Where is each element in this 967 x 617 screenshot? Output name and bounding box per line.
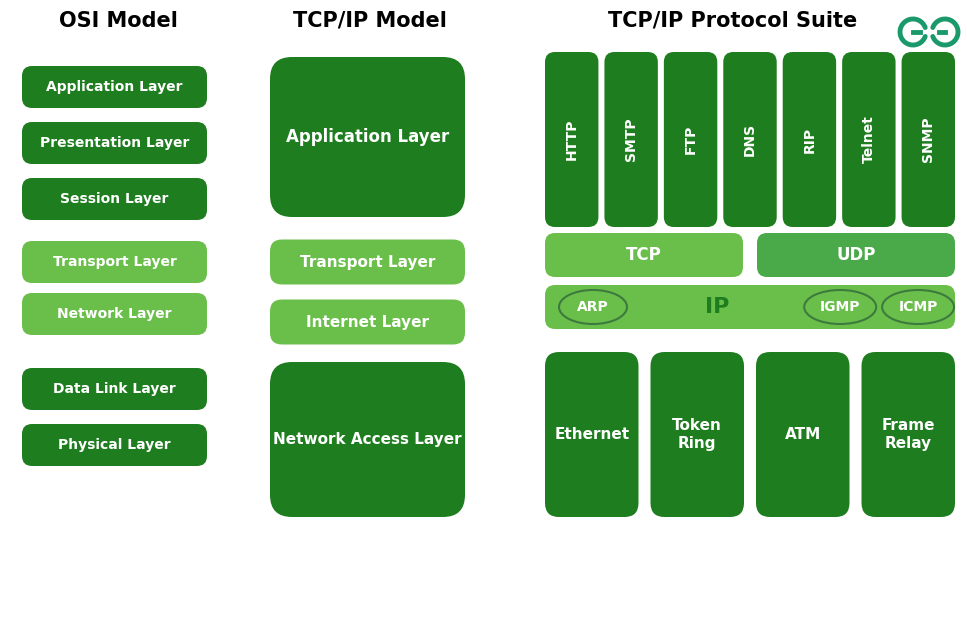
Text: Presentation Layer: Presentation Layer	[40, 136, 190, 150]
Text: ARP: ARP	[577, 300, 609, 314]
Text: Application Layer: Application Layer	[286, 128, 449, 146]
FancyBboxPatch shape	[651, 352, 744, 517]
Text: Physical Layer: Physical Layer	[58, 438, 171, 452]
FancyBboxPatch shape	[782, 52, 836, 227]
FancyBboxPatch shape	[723, 52, 777, 227]
FancyBboxPatch shape	[22, 368, 207, 410]
FancyBboxPatch shape	[270, 239, 465, 284]
Text: UDP: UDP	[836, 246, 876, 264]
Text: IGMP: IGMP	[820, 300, 861, 314]
FancyBboxPatch shape	[545, 285, 955, 329]
Text: IP: IP	[705, 297, 729, 317]
Text: RIP: RIP	[803, 126, 816, 152]
Text: Network Layer: Network Layer	[57, 307, 172, 321]
Text: DNS: DNS	[743, 123, 757, 156]
FancyBboxPatch shape	[22, 241, 207, 283]
FancyBboxPatch shape	[22, 293, 207, 335]
Text: Transport Layer: Transport Layer	[52, 255, 176, 269]
Ellipse shape	[882, 290, 954, 324]
Ellipse shape	[805, 290, 876, 324]
Text: Telnet: Telnet	[862, 115, 876, 164]
Text: Transport Layer: Transport Layer	[300, 254, 435, 270]
Text: TCP: TCP	[626, 246, 661, 264]
Text: OSI Model: OSI Model	[59, 11, 177, 31]
FancyBboxPatch shape	[270, 299, 465, 344]
Text: SNMP: SNMP	[922, 117, 935, 162]
FancyBboxPatch shape	[862, 352, 955, 517]
Text: TCP/IP Model: TCP/IP Model	[293, 11, 447, 31]
Text: Session Layer: Session Layer	[60, 192, 168, 206]
Text: HTTP: HTTP	[565, 118, 578, 160]
FancyBboxPatch shape	[545, 352, 638, 517]
Text: Application Layer: Application Layer	[46, 80, 183, 94]
Text: Data Link Layer: Data Link Layer	[53, 382, 176, 396]
Text: Ethernet: Ethernet	[554, 427, 630, 442]
FancyBboxPatch shape	[22, 178, 207, 220]
FancyBboxPatch shape	[270, 57, 465, 217]
Text: FTP: FTP	[684, 125, 697, 154]
FancyBboxPatch shape	[842, 52, 895, 227]
FancyBboxPatch shape	[22, 424, 207, 466]
FancyBboxPatch shape	[545, 233, 743, 277]
FancyBboxPatch shape	[22, 122, 207, 164]
Text: SMTP: SMTP	[624, 118, 638, 161]
FancyBboxPatch shape	[756, 352, 849, 517]
FancyBboxPatch shape	[270, 362, 465, 517]
FancyBboxPatch shape	[664, 52, 718, 227]
Text: ICMP: ICMP	[898, 300, 938, 314]
FancyBboxPatch shape	[545, 52, 599, 227]
Text: TCP/IP Protocol Suite: TCP/IP Protocol Suite	[608, 11, 858, 31]
Text: ATM: ATM	[784, 427, 821, 442]
FancyBboxPatch shape	[901, 52, 955, 227]
Text: Token
Ring: Token Ring	[672, 418, 722, 450]
Text: Internet Layer: Internet Layer	[306, 315, 429, 329]
Ellipse shape	[559, 290, 627, 324]
FancyBboxPatch shape	[22, 66, 207, 108]
FancyBboxPatch shape	[757, 233, 955, 277]
Text: Frame
Relay: Frame Relay	[882, 418, 935, 450]
Text: Network Access Layer: Network Access Layer	[274, 432, 462, 447]
FancyBboxPatch shape	[604, 52, 658, 227]
